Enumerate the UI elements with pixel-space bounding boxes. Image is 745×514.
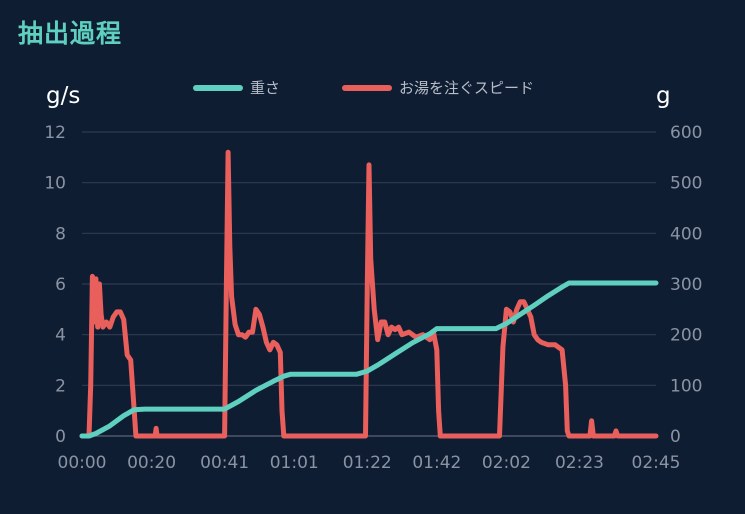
right-tick-label: 200 xyxy=(670,326,702,346)
left-tick-label: 8 xyxy=(55,224,66,244)
left-tick-label: 0 xyxy=(55,427,66,447)
x-tick-label: 00:20 xyxy=(127,453,176,473)
left-tick-label: 10 xyxy=(44,174,66,194)
x-tick-label: 01:22 xyxy=(343,453,392,473)
left-tick-label: 2 xyxy=(55,376,66,396)
right-axis-unit: g xyxy=(656,83,671,109)
pour-speed-series-line xyxy=(79,149,659,439)
left-tick-label: 6 xyxy=(55,275,66,295)
legend-item-pour-speed[interactable]: お湯を注ぐスピード xyxy=(342,79,534,97)
x-axis-labels: 00:00 00:20 00:41 01:01 01:22 01:42 02:02 02:23… xyxy=(58,453,681,473)
legend-item-weight[interactable]: 重さ xyxy=(193,79,280,97)
right-tick-label: 300 xyxy=(670,275,702,295)
left-tick-label: 12 xyxy=(44,123,66,143)
left-axis-labels: 0 2 4 6 8 10 12 xyxy=(44,123,66,447)
right-tick-label: 600 xyxy=(670,123,702,143)
legend-label-weight: 重さ xyxy=(250,79,280,97)
right-tick-label: 100 xyxy=(670,376,702,396)
weight-series-line xyxy=(79,280,659,439)
left-axis-unit: g/s xyxy=(46,83,80,109)
legend: 重さ お湯を注ぐスピード xyxy=(193,79,534,97)
right-tick-label: 500 xyxy=(670,174,702,194)
x-tick-label: 02:45 xyxy=(632,453,681,473)
x-tick-label: 00:00 xyxy=(58,453,107,473)
x-tick-label: 02:23 xyxy=(555,453,604,473)
x-tick-label: 01:42 xyxy=(412,453,461,473)
right-tick-label: 0 xyxy=(670,427,681,447)
legend-label-pour-speed: お湯を注ぐスピード xyxy=(399,79,534,97)
series-layer xyxy=(79,149,659,439)
x-tick-label: 02:02 xyxy=(482,453,531,473)
right-axis-labels: 0 100 200 300 400 500 600 xyxy=(670,123,702,447)
page-title: 抽出過程 xyxy=(18,19,123,48)
right-tick-label: 400 xyxy=(670,224,702,244)
x-tick-label: 01:01 xyxy=(270,453,319,473)
left-tick-label: 4 xyxy=(55,326,66,346)
x-tick-label: 00:41 xyxy=(200,453,249,473)
